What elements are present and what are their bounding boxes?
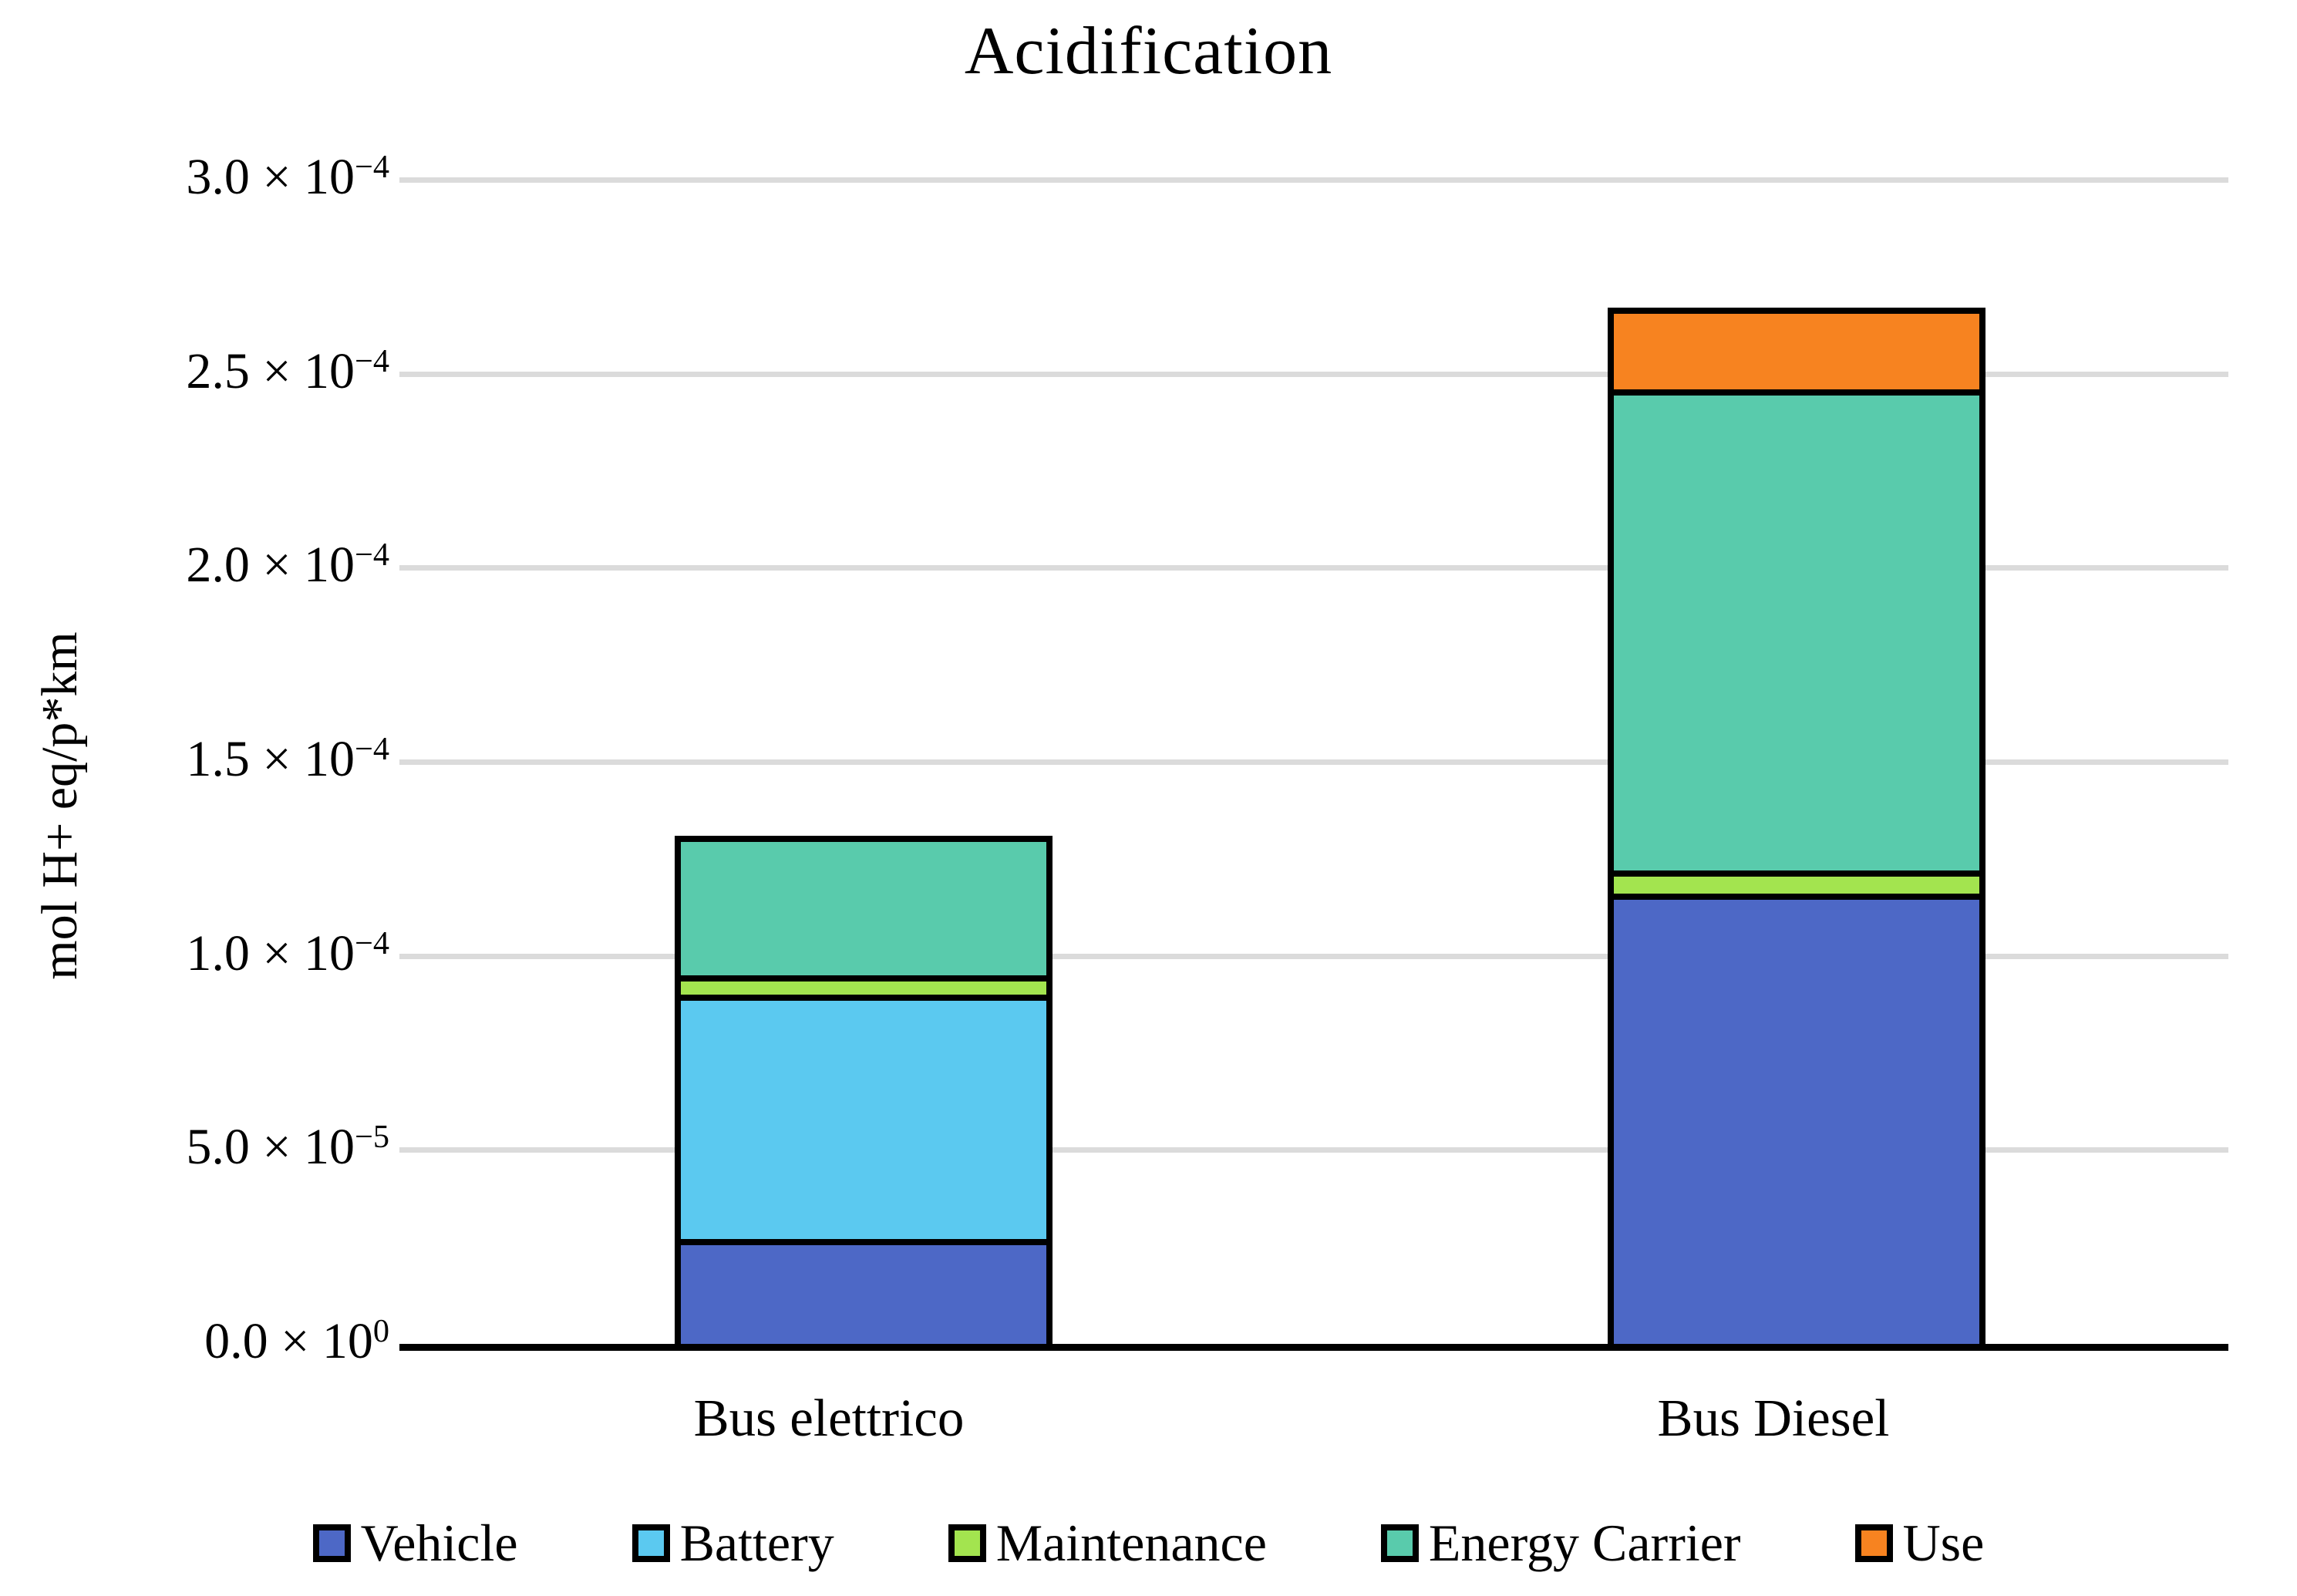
bar-segment-energy-carrier-bus-diesel	[1608, 389, 1985, 870]
gridline	[399, 759, 2228, 765]
y-tick-exponent: −4	[355, 342, 389, 379]
legend-swatch-icon	[1380, 1524, 1419, 1562]
bar-segment-vehicle-bus-diesel	[1608, 894, 1985, 1344]
gridline	[399, 177, 2228, 183]
bar-segment-energy-carrier-bus-elettrico	[675, 836, 1053, 975]
x-category-label: Bus elettrico	[693, 1389, 965, 1447]
y-tick-exponent: −5	[355, 1118, 389, 1155]
y-tick-exponent: −4	[355, 148, 389, 185]
gridline	[399, 565, 2228, 571]
legend-item-use: Use	[1854, 1513, 1985, 1574]
y-tick-exponent: −4	[355, 536, 389, 573]
gridline	[399, 1147, 2228, 1153]
bar-segment-vehicle-bus-elettrico	[675, 1239, 1053, 1344]
y-tick-label: 0.0 × 100	[204, 1312, 389, 1371]
y-tick-label: 1.5 × 10−4	[186, 730, 389, 789]
y-tick-label: 5.0 × 10−5	[186, 1118, 389, 1177]
legend-label: Battery	[679, 1514, 834, 1572]
y-tick-label: 2.5 × 10−4	[186, 342, 389, 401]
y-tick-exponent: −4	[355, 730, 389, 767]
bar-segment-maintenance-bus-elettrico	[675, 975, 1053, 995]
legend-label: Maintenance	[995, 1514, 1267, 1572]
y-tick-exponent: 0	[372, 1312, 389, 1349]
y-tick-label: 3.0 × 10−4	[186, 148, 389, 207]
x-axis-line	[399, 1344, 2228, 1351]
bar-segment-maintenance-bus-diesel	[1608, 870, 1985, 894]
gridline	[399, 954, 2228, 959]
bar-segment-battery-bus-elettrico	[675, 995, 1053, 1239]
y-axis-title: mol H+ eq/p*km	[32, 631, 88, 980]
legend: Vehicle Battery Maintenance Energy Carrier U…	[0, 1513, 2297, 1574]
y-tick-label: 2.0 × 10−4	[186, 536, 389, 594]
y-tick-base: 0.0 × 10	[204, 1313, 373, 1370]
legend-item-battery: Battery	[632, 1513, 834, 1574]
legend-item-vehicle: Vehicle	[312, 1513, 518, 1574]
y-tick-base: 3.0 × 10	[186, 149, 355, 206]
y-tick-exponent: −4	[355, 924, 389, 961]
legend-swatch-icon	[948, 1524, 986, 1562]
legend-swatch-icon	[312, 1524, 351, 1562]
y-tick-base: 2.0 × 10	[186, 537, 355, 594]
gridline	[399, 372, 2228, 377]
chart-title: Acidification	[964, 14, 1333, 89]
y-tick-label: 1.0 × 10−4	[186, 924, 389, 983]
bar-segment-use-bus-diesel	[1608, 308, 1985, 389]
legend-label: Use	[1902, 1514, 1985, 1572]
y-tick-base: 1.5 × 10	[186, 731, 355, 788]
x-category-label: Bus Diesel	[1657, 1389, 1890, 1447]
legend-label: Energy Carrier	[1428, 1514, 1741, 1572]
legend-item-energy-carrier: Energy Carrier	[1380, 1513, 1741, 1574]
y-tick-base: 2.5 × 10	[186, 343, 355, 400]
legend-item-maintenance: Maintenance	[948, 1513, 1267, 1574]
legend-label: Vehicle	[360, 1514, 518, 1572]
y-tick-base: 1.0 × 10	[186, 925, 355, 982]
y-tick-base: 5.0 × 10	[186, 1119, 355, 1176]
legend-swatch-icon	[632, 1524, 670, 1562]
legend-swatch-icon	[1854, 1524, 1893, 1562]
